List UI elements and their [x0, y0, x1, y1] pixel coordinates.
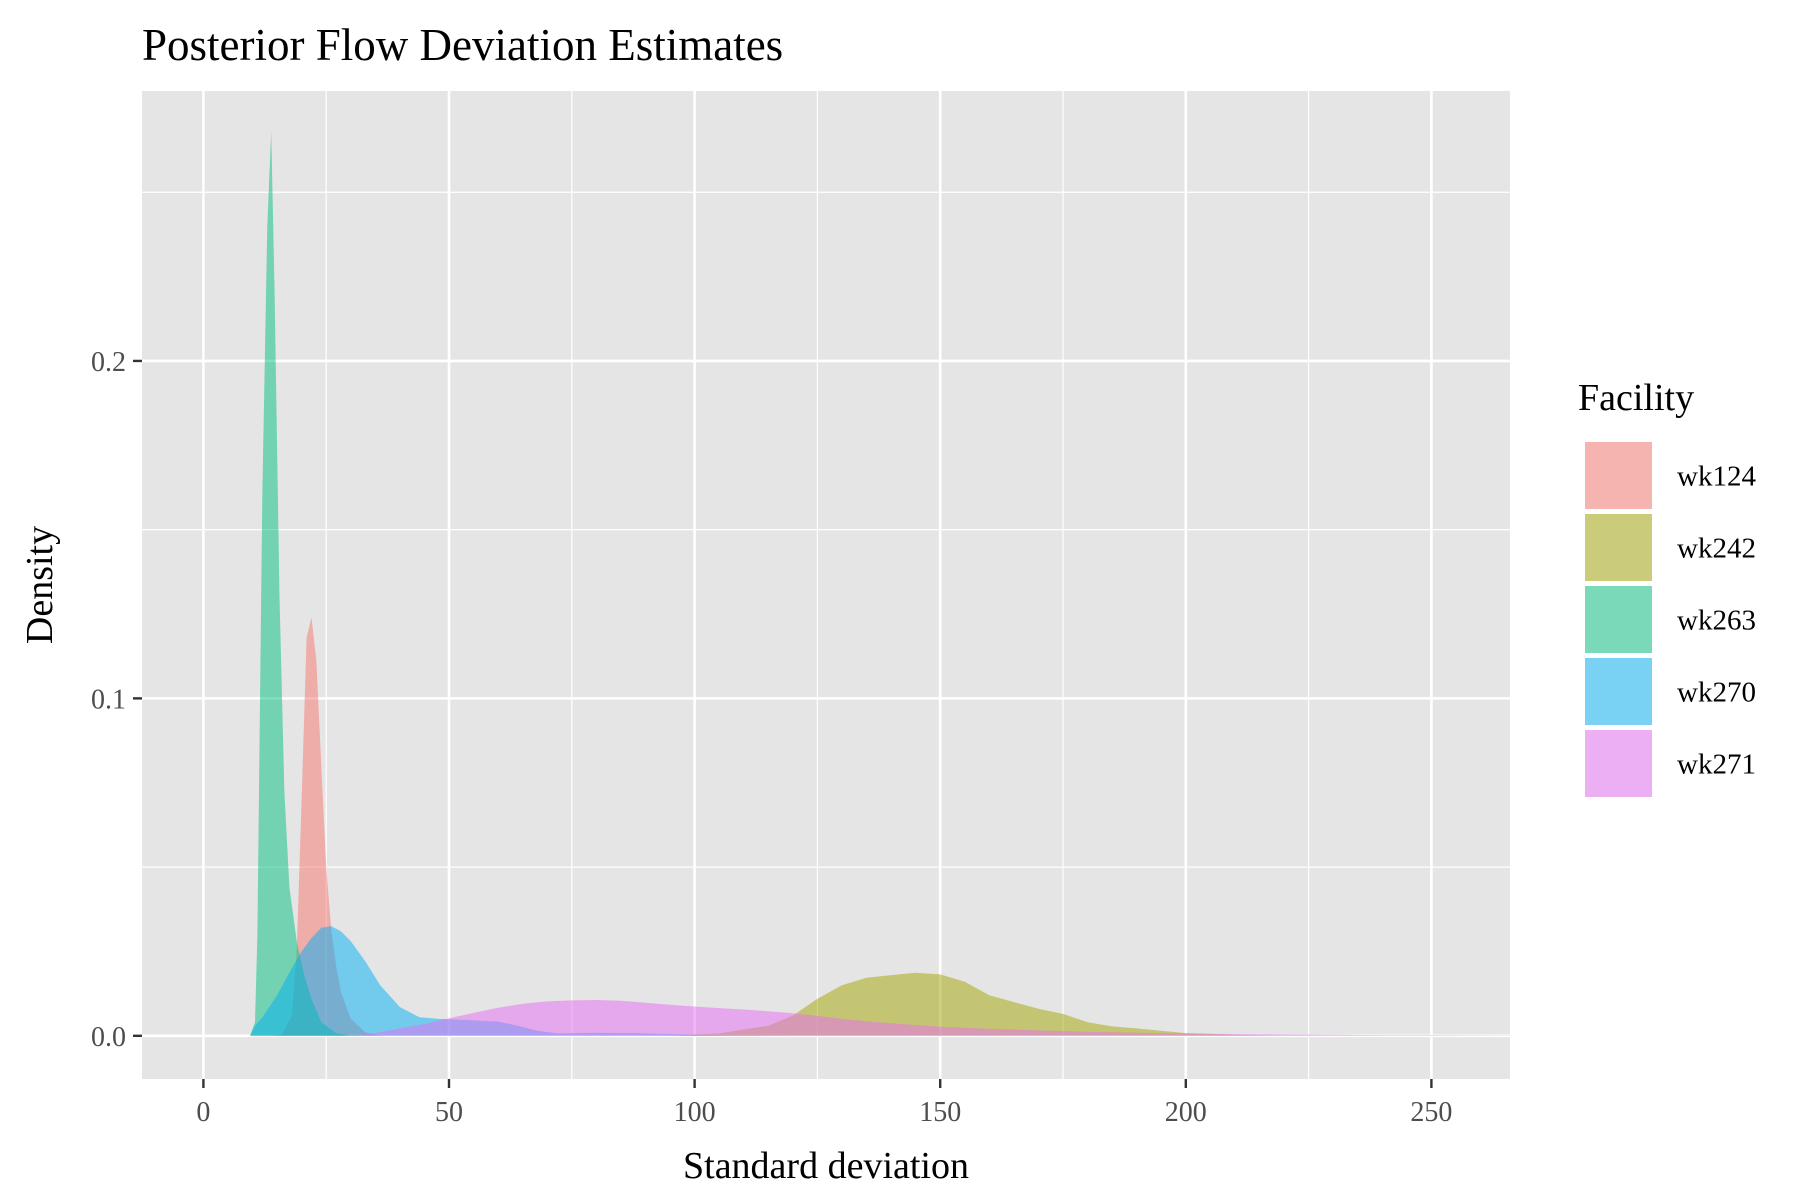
density-areas	[250, 131, 1510, 1036]
density-area-wk270	[250, 926, 793, 1036]
y-tick-label: 0.1	[91, 684, 126, 715]
minor-gridlines	[142, 91, 1510, 1079]
x-tick-label: 50	[435, 1097, 463, 1128]
x-tick-label: 200	[1165, 1097, 1207, 1128]
y-axis: 0.0 0.1 0.2	[91, 347, 142, 1053]
legend-swatch-wk124	[1585, 442, 1652, 509]
legend-label: wk242	[1677, 533, 1756, 565]
legend: Facility wk124 wk242 wk263 wk270 wk271	[1578, 377, 1756, 797]
legend-label: wk271	[1677, 749, 1756, 781]
plot-panel	[142, 91, 1510, 1079]
legend-swatch-wk263	[1585, 586, 1652, 653]
y-axis-title: Density	[19, 526, 61, 644]
major-gridlines	[142, 91, 1510, 1079]
legend-swatch-wk242	[1585, 514, 1652, 581]
x-axis-title: Standard deviation	[683, 1145, 969, 1187]
legend-label: wk263	[1677, 605, 1756, 637]
legend-label: wk124	[1677, 461, 1756, 493]
y-tick-label: 0.2	[91, 347, 126, 378]
x-tick-label: 0	[196, 1097, 210, 1128]
x-tick-label: 250	[1410, 1097, 1452, 1128]
chart-title: Posterior Flow Deviation Estimates	[142, 20, 783, 70]
legend-swatch-wk271	[1585, 730, 1652, 797]
x-tick-label: 150	[919, 1097, 961, 1128]
legend-title: Facility	[1578, 377, 1694, 419]
x-tick-label: 100	[674, 1097, 716, 1128]
legend-label: wk270	[1677, 677, 1756, 709]
legend-swatch-wk270	[1585, 658, 1652, 725]
legend-items: wk124 wk242 wk263 wk270 wk271	[1585, 442, 1756, 797]
y-tick-label: 0.0	[91, 1022, 126, 1053]
density-area-wk263	[250, 131, 351, 1036]
density-area-wk271	[350, 1000, 1510, 1036]
x-axis: 0 50 100 150 200 250	[196, 1079, 1452, 1128]
density-area-wk124	[272, 617, 381, 1036]
